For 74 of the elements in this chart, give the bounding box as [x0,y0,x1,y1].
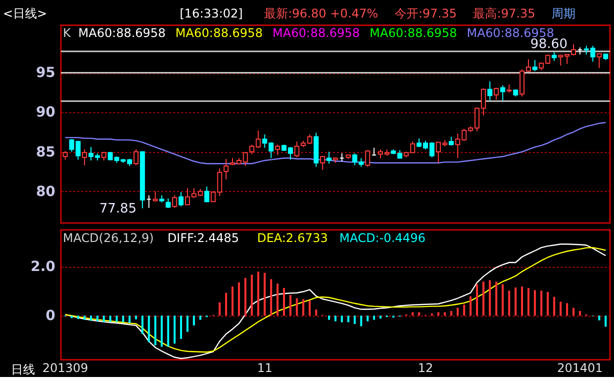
bar [598,316,600,320]
candlestick [172,194,178,208]
bar [463,304,466,316]
bar [553,296,556,316]
bar [192,316,195,326]
y-tick-label: 80 [36,184,56,200]
bar [128,316,131,323]
bar [84,316,86,320]
candlestick [326,151,332,164]
bar [418,312,420,316]
y-tick-label: 0 [46,308,56,324]
x-tick-label: 12 [418,361,434,376]
candlestick [224,158,229,180]
bar [102,316,105,322]
bar [328,316,330,320]
bar [264,272,266,316]
candlestick [275,144,280,156]
text: 最新:96.80 +0.47% [264,6,378,20]
text: MACD:-0.4496 [339,230,426,245]
candlestick [166,198,171,208]
bar [174,316,176,344]
x-tick-label: 201401 [557,361,603,376]
x-tick-label: 201309 [42,361,88,376]
bar [218,302,221,316]
candlestick [134,148,139,166]
annotation: MA60:88.6958 [370,26,457,40]
y-tick-label: 90 [36,104,56,121]
bar [167,316,170,347]
bar [122,316,124,322]
line-series [64,122,606,164]
text: 最高:97.35 [472,6,536,20]
text: 今开:97.35 [394,6,457,20]
bar [488,280,491,316]
bar [282,288,285,316]
annotation: MA60:88.6958 [78,26,166,40]
candlestick [532,60,538,72]
annotation: MA60:88.6958 [175,26,263,40]
bar [347,316,350,322]
candlestick [500,84,506,101]
annotation: MACD(26,12,9) [62,230,154,245]
bar [373,316,376,320]
candlestick [487,80,492,101]
candlestick [365,150,370,168]
y-tick-label: 95 [36,65,56,82]
bar [238,282,240,316]
text: DEA:2.6733 [257,230,328,245]
bar [302,299,304,316]
annotation: 77.85 [99,201,136,216]
text: 周期 [552,6,576,20]
bar [308,300,311,316]
annotation: K [62,26,72,40]
bar [354,316,356,324]
chart-title: <日线> [2,6,48,20]
bar [578,310,581,316]
y-tick-label: 85 [36,144,56,160]
candlestick [494,87,499,100]
text: [16:33:02] [180,6,243,20]
bar [148,316,150,342]
bar [534,290,536,316]
bar [444,312,446,316]
candlestick [320,156,326,170]
y-tick-label: 2.0 [30,259,56,276]
x-tick-label: 11 [257,361,272,376]
annotation: 98.60 [530,37,568,52]
bar [77,316,80,320]
text: 日线 [10,362,35,377]
candlestick [204,186,210,203]
annotation: MA60:88.6958 [272,26,360,40]
bar [437,312,440,316]
bar [508,290,510,316]
candlestick [82,148,88,166]
candlestick [596,53,602,68]
text: DIFF:2.4485 [167,230,239,245]
candlestick [178,192,184,207]
